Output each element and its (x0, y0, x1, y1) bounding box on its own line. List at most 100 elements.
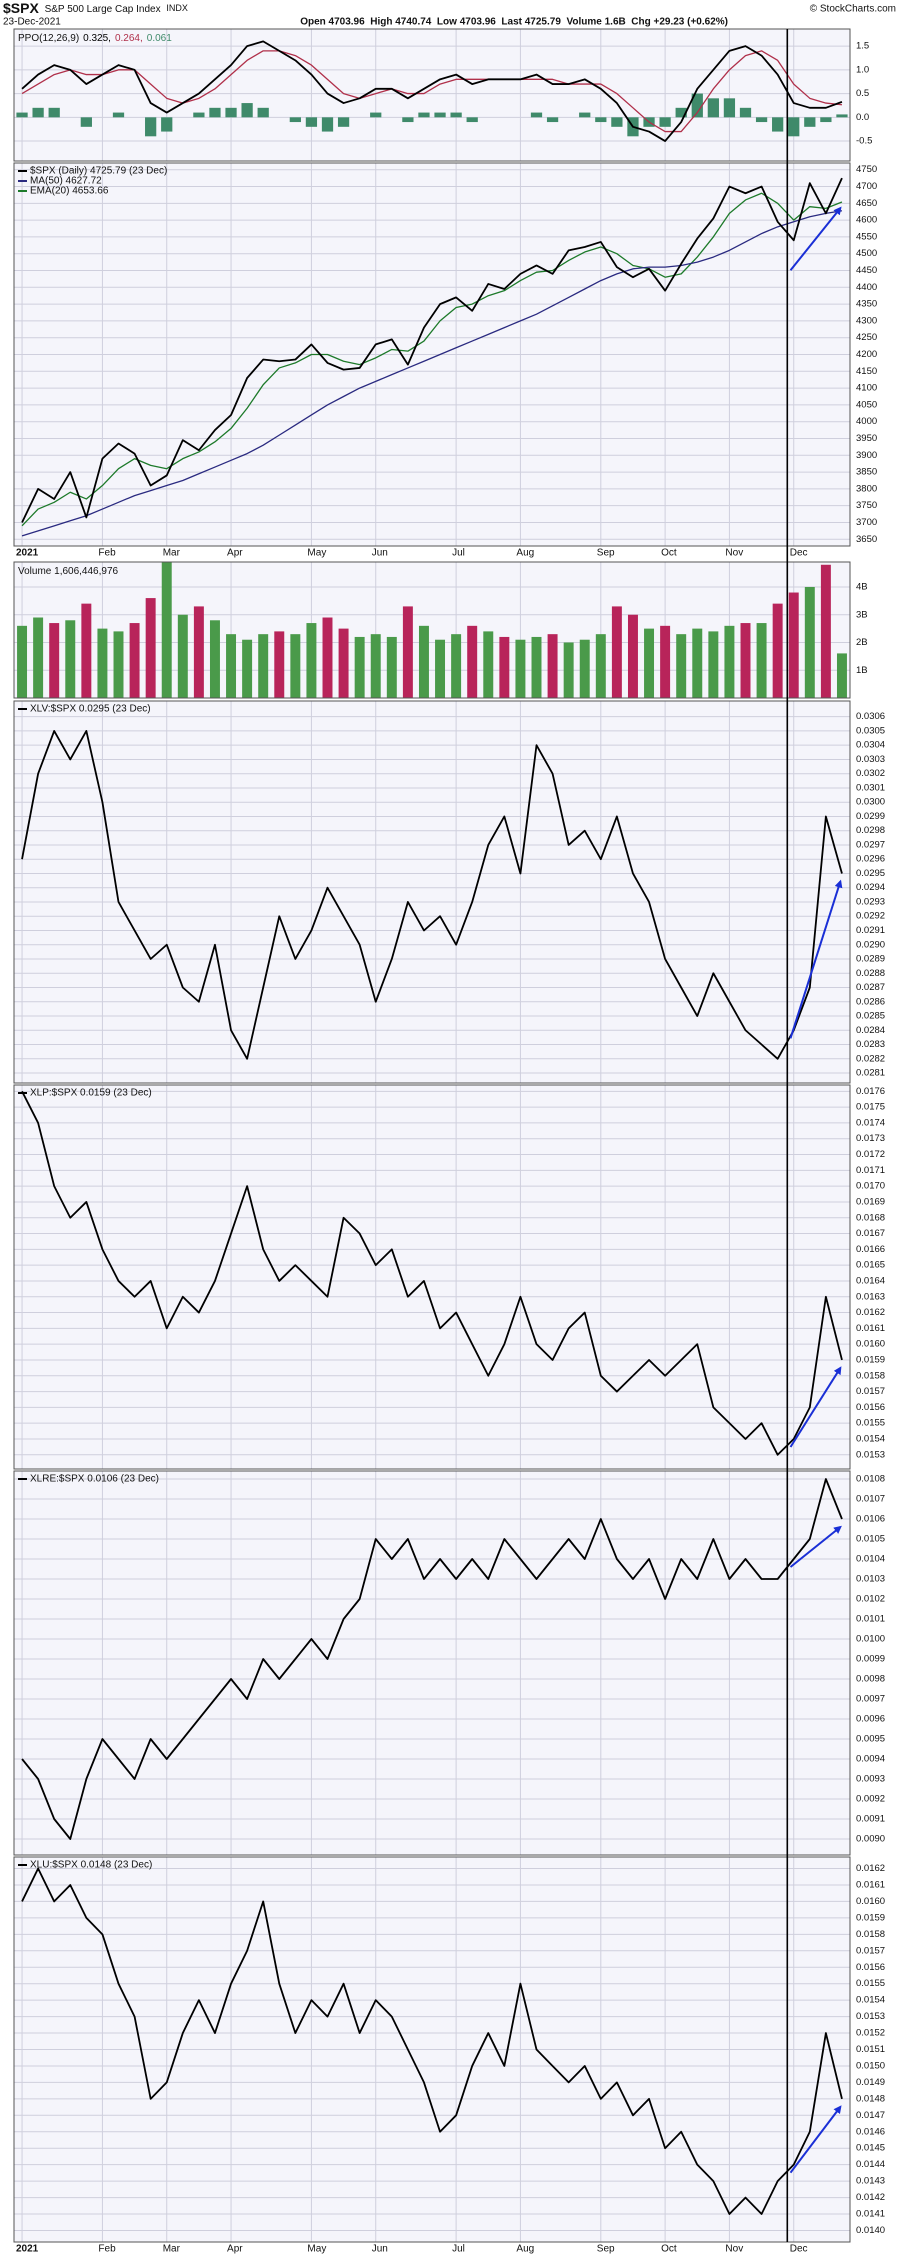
y-tick-label: 0.0171 (856, 1165, 885, 1176)
x-tick-label: May (307, 548, 326, 559)
y-tick-label: 0.0158 (856, 1370, 885, 1381)
volume-bar (354, 636, 365, 698)
volume-bar (386, 636, 397, 698)
y-tick-label: 0.0148 (856, 2093, 885, 2104)
volume-bar (177, 614, 188, 698)
volume-bar (627, 614, 638, 698)
histogram-bar (305, 117, 318, 127)
x-tick-label: Oct (661, 548, 677, 559)
y-tick-label: 0.0284 (856, 1025, 885, 1036)
y-tick-label: 0.0168 (856, 1212, 885, 1223)
panel-frame (13, 1856, 851, 2243)
histogram-bar (225, 107, 237, 118)
histogram-bar (161, 117, 173, 132)
legend-title: PPO(12,26,9) (18, 33, 79, 44)
y-tick-label: 0.0301 (856, 782, 885, 793)
y-tick-label: 0.0283 (856, 1039, 885, 1050)
y-tick-label: 0.0107 (856, 1494, 885, 1505)
volume-bar (660, 625, 671, 698)
y-tick-label: 0.0290 (856, 939, 885, 950)
y-tick-label: 0.0164 (856, 1275, 885, 1286)
panel-frame (13, 28, 851, 162)
x-tick-label: Feb (98, 2244, 116, 2255)
volume-bar (306, 623, 317, 698)
histogram-bar (723, 98, 736, 118)
y-tick-label: 4000 (856, 416, 877, 427)
y-tick-label: 0.0100 (856, 1634, 885, 1645)
x-tick-label: 2021 (16, 2244, 39, 2255)
histogram-bar (209, 107, 221, 118)
histogram-bar (707, 98, 719, 118)
y-tick-label: 3650 (856, 534, 877, 545)
y-tick-label: 0.0101 (856, 1614, 885, 1625)
volume-bar (242, 639, 253, 698)
y-tick-label: 3900 (856, 450, 877, 461)
y-tick-label: 4B (856, 581, 868, 592)
histogram-bar (418, 112, 430, 118)
panel-frame (13, 700, 851, 1084)
y-tick-label: 3950 (856, 433, 877, 444)
trend-arrow (789, 1366, 842, 1448)
y-tick-label: 0.0167 (856, 1228, 885, 1239)
y-tick-label: 0.0282 (856, 1053, 885, 1064)
y-tick-label: 4500 (856, 248, 877, 259)
histogram-bar (788, 117, 800, 137)
series-line (21, 40, 843, 142)
y-tick-label: 0.0166 (856, 1244, 885, 1255)
trend-arrow (789, 1525, 842, 1568)
volume-bar (274, 631, 285, 698)
histogram-bar (739, 107, 752, 118)
y-tick-label: 4350 (856, 299, 877, 310)
y-tick-label: 0.0096 (856, 1714, 885, 1725)
y-tick-label: 1.5 (856, 41, 869, 52)
volume-bar (290, 634, 301, 698)
y-tick-label: 4250 (856, 332, 877, 343)
volume-bar (788, 592, 799, 698)
volume-bar (515, 639, 526, 698)
volume-bar (676, 634, 687, 698)
y-tick-label: 0.0165 (856, 1260, 885, 1271)
y-tick-label: 0.0299 (856, 811, 885, 822)
volume-bar (708, 631, 719, 698)
volume-bar (113, 631, 124, 698)
series-line (21, 1090, 843, 1456)
y-tick-label: 0.0160 (856, 1339, 885, 1350)
legend-entry: XLRE:$SPX 0.0106 (23 Dec) (30, 1474, 159, 1485)
volume-bar (258, 634, 269, 698)
y-tick-label: 0.0104 (856, 1554, 885, 1565)
panel-background (14, 701, 850, 1083)
y-tick-label: 1.0 (856, 64, 869, 75)
histogram-bar (16, 112, 28, 118)
x-tick-label: Apr (227, 2244, 243, 2255)
y-tick-label: 0.0090 (856, 1834, 885, 1845)
y-tick-label: 0.0093 (856, 1774, 885, 1785)
y-tick-label: 0.0157 (856, 1386, 885, 1397)
y-tick-label: 0.0146 (856, 2126, 885, 2137)
y-tick-label: 3700 (856, 517, 877, 528)
header-title: $SPX S&P 500 Large Cap Index INDX (3, 0, 188, 16)
y-tick-label: 3800 (856, 483, 877, 494)
volume-bar (17, 625, 28, 698)
histogram-bar (450, 112, 462, 118)
y-tick-label: 0.0304 (856, 740, 885, 751)
volume-bar (193, 606, 204, 698)
histogram-bar (32, 107, 44, 118)
panel-frame (13, 162, 851, 547)
y-tick-label: 0.0097 (856, 1694, 885, 1705)
volume-bar (322, 617, 333, 698)
volume-bar (756, 623, 767, 698)
y-tick-label: 0.0103 (856, 1574, 885, 1585)
volume-bar (370, 634, 381, 698)
volume-bar (740, 623, 751, 698)
x-tick-label: Feb (98, 548, 116, 559)
y-tick-label: 0.5 (856, 88, 869, 99)
panel-frame (13, 1470, 851, 1856)
histogram-bar (804, 117, 816, 127)
y-tick-label: 0.0169 (856, 1196, 885, 1207)
y-tick-label: 0.0094 (856, 1754, 885, 1765)
y-tick-label: 3B (856, 609, 868, 620)
histogram-bar (193, 112, 205, 118)
y-tick-label: 0.0155 (856, 1418, 885, 1429)
